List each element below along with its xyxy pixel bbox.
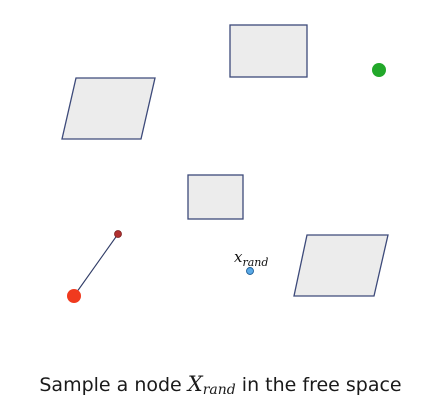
obstacle-rectangle-top [229, 24, 308, 78]
caption-text-before: Sample a node [39, 374, 188, 396]
random-node [246, 267, 254, 275]
start-node [67, 289, 81, 303]
caption-math-subscript: rand [202, 382, 236, 398]
tree-node [114, 230, 122, 238]
caption-math: Xrand [187, 372, 236, 398]
caption-text-after: in the free space [235, 374, 402, 396]
random-node-label: xrand [234, 248, 268, 269]
caption: Sample a node Xrand in the free space [0, 372, 441, 398]
random-node-label-subscript: rand [242, 256, 268, 269]
random-node-label-base: x [234, 248, 243, 266]
goal-node [372, 63, 386, 77]
obstacle-parallelogram-left [61, 77, 156, 140]
caption-math-base: X [187, 372, 203, 396]
obstacle-rectangle-middle [187, 174, 244, 220]
obstacle-parallelogram-right [293, 234, 389, 297]
tree-edge [73, 233, 119, 297]
